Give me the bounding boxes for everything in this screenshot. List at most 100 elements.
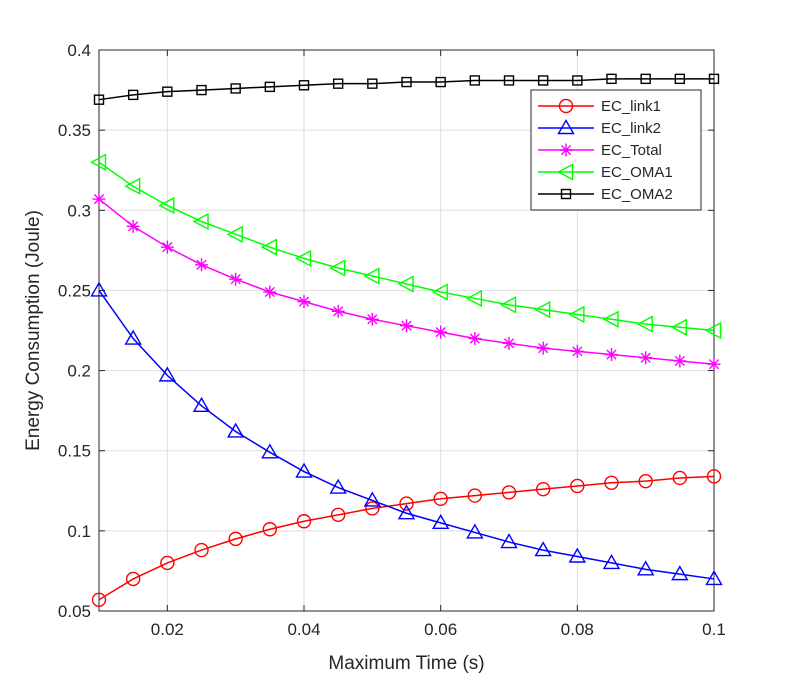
y-tick-label: 0.4 xyxy=(67,41,91,60)
data-point xyxy=(397,504,416,520)
series-ec-link2 xyxy=(90,281,723,586)
data-point xyxy=(264,81,276,93)
data-point xyxy=(397,275,414,293)
legend-item: EC_link1 xyxy=(538,98,661,115)
data-point xyxy=(192,396,211,413)
data-point xyxy=(469,75,481,86)
data-point xyxy=(365,501,380,516)
series-ec-total xyxy=(92,192,721,371)
data-point xyxy=(296,514,312,529)
x-tick-label: 0.08 xyxy=(561,620,594,639)
data-point xyxy=(295,249,312,268)
data-point xyxy=(639,351,653,365)
data-point xyxy=(127,89,139,101)
data-point xyxy=(467,488,483,503)
data-point xyxy=(260,238,278,256)
data-point xyxy=(93,94,105,105)
data-point xyxy=(536,341,550,355)
data-point xyxy=(228,531,243,547)
data-point xyxy=(500,296,517,314)
data-point xyxy=(435,76,446,88)
data-point xyxy=(162,86,173,97)
data-point xyxy=(602,554,621,570)
data-point xyxy=(226,225,243,243)
data-point xyxy=(298,80,310,91)
data-point xyxy=(674,73,686,85)
axis-ticks: 0.02 0.04 0.06 0.08 0.1 0.05 0.1 0.15 0.2 0.25 0.3… xyxy=(58,41,726,639)
data-point xyxy=(705,321,722,340)
y-axis-label: Energy Consumption (Joule) xyxy=(23,210,44,451)
series-ec-link1 xyxy=(91,469,722,607)
data-point xyxy=(158,196,175,215)
legend-label: EC_Total xyxy=(601,142,662,159)
data-point xyxy=(570,478,585,494)
series-line xyxy=(98,78,714,101)
data-point xyxy=(638,473,653,489)
data-point xyxy=(194,542,209,558)
y-tick-label: 0.3 xyxy=(67,201,91,220)
data-point xyxy=(606,73,617,85)
data-point xyxy=(124,177,141,195)
y-tick-label: 0.2 xyxy=(67,362,91,381)
legend-swatch-marker xyxy=(557,163,574,181)
series-line xyxy=(98,161,715,332)
data-point xyxy=(263,285,277,299)
data-point xyxy=(158,366,177,382)
y-tick-label: 0.05 xyxy=(58,602,91,621)
data-point xyxy=(229,272,243,286)
data-point xyxy=(332,78,344,89)
data-point xyxy=(503,75,515,86)
data-point xyxy=(705,570,723,586)
data-point xyxy=(604,475,619,490)
data-point xyxy=(636,315,653,333)
data-point xyxy=(502,336,516,350)
y-tick-label: 0.1 xyxy=(67,522,91,541)
data-point xyxy=(91,592,107,607)
data-point xyxy=(673,354,687,368)
data-point xyxy=(707,357,721,371)
y-tick-label: 0.15 xyxy=(58,442,91,461)
legend-item: EC_OMA2 xyxy=(538,186,673,203)
data-point xyxy=(160,555,175,571)
data-point xyxy=(433,491,448,506)
data-point xyxy=(501,485,517,500)
data-point xyxy=(706,469,722,484)
data-point xyxy=(670,318,688,336)
data-point xyxy=(401,76,412,88)
data-point xyxy=(568,305,585,324)
data-point xyxy=(226,422,245,438)
legend-item: EC_OMA1 xyxy=(538,163,673,181)
legend-swatch-marker xyxy=(557,119,575,135)
data-point xyxy=(367,78,378,89)
data-point xyxy=(160,240,174,254)
data-point xyxy=(90,281,108,297)
legend-item: EC_link2 xyxy=(538,119,661,137)
x-tick-label: 0.04 xyxy=(287,620,320,639)
data-point xyxy=(535,481,551,497)
data-point xyxy=(568,547,587,563)
data-point xyxy=(230,83,241,94)
data-point xyxy=(365,312,379,326)
data-point xyxy=(636,560,655,576)
x-tick-label: 0.06 xyxy=(424,620,457,639)
data-point xyxy=(192,212,209,231)
legend-label: EC_OMA1 xyxy=(601,164,673,181)
data-point xyxy=(195,258,208,272)
data-point xyxy=(400,319,413,333)
data-point xyxy=(92,192,106,206)
y-tick-label: 0.25 xyxy=(58,281,91,300)
data-point xyxy=(363,267,380,285)
data-point xyxy=(261,443,279,459)
data-point xyxy=(534,541,552,557)
series-group xyxy=(90,73,723,607)
y-tick-label: 0.35 xyxy=(58,121,91,140)
data-point xyxy=(671,565,689,581)
data-point xyxy=(708,73,720,85)
series-line xyxy=(98,289,715,580)
data-point xyxy=(330,507,346,523)
data-point xyxy=(331,304,345,318)
data-point xyxy=(537,75,549,86)
data-point xyxy=(602,310,619,328)
data-point xyxy=(570,344,584,358)
series-ec-oma2 xyxy=(93,73,720,105)
